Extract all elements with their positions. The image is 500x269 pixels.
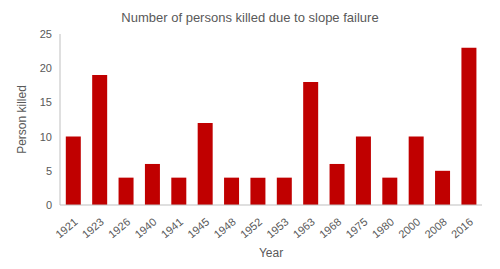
- html-text:Number of persons killed due t: Number of persons killed due to slope fa…: [121, 10, 379, 25]
- svg-text:1941: 1941: [159, 215, 185, 240]
- svg-text:1953: 1953: [264, 215, 290, 240]
- svg-text:15: 15: [40, 96, 52, 108]
- svg-text:1980: 1980: [370, 215, 396, 240]
- svg-text:Person killed: Person killed: [15, 85, 29, 154]
- svg-text:Year: Year: [259, 246, 283, 260]
- svg-text:5: 5: [46, 165, 52, 177]
- svg-text:1940: 1940: [132, 215, 158, 240]
- svg-text:2008: 2008: [422, 215, 448, 240]
- svg-text:2016: 2016: [449, 215, 475, 240]
- svg-text:1952: 1952: [238, 215, 264, 240]
- svg-text:10: 10: [40, 131, 52, 143]
- svg-text:20: 20: [40, 62, 52, 74]
- svg-text:1923: 1923: [80, 215, 106, 240]
- svg-text:1921: 1921: [53, 215, 79, 240]
- svg-text:0: 0: [46, 199, 52, 211]
- svg-text:1963: 1963: [291, 215, 317, 240]
- svg-text:1968: 1968: [317, 215, 343, 240]
- svg-text:25: 25: [40, 28, 52, 40]
- svg-text:2000: 2000: [396, 215, 422, 240]
- svg-text:1926: 1926: [106, 215, 132, 240]
- svg-text:1945: 1945: [185, 215, 211, 240]
- svg-text:1948: 1948: [211, 215, 237, 240]
- svg-text:1975: 1975: [343, 215, 369, 240]
